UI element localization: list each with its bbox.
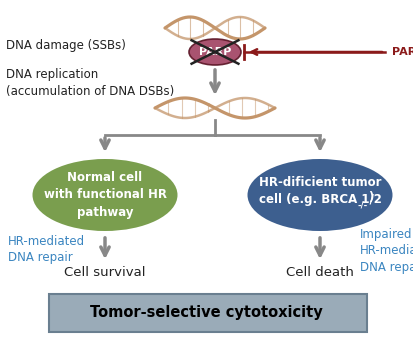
Text: Tomor-selective cytotoxicity: Tomor-selective cytotoxicity (90, 306, 323, 321)
Text: PARP inhibition: PARP inhibition (392, 47, 413, 57)
Text: -/-: -/- (358, 201, 368, 210)
Text: HR-mediated
DNA repair: HR-mediated DNA repair (8, 235, 85, 264)
Ellipse shape (33, 159, 178, 231)
Ellipse shape (189, 39, 241, 65)
Text: ): ) (368, 191, 373, 205)
Text: Impaired
HR-mediated
DNA repair: Impaired HR-mediated DNA repair (360, 228, 413, 274)
FancyBboxPatch shape (49, 294, 367, 332)
Text: Cell survival: Cell survival (64, 265, 146, 278)
Text: DNA damage (SSBs): DNA damage (SSBs) (6, 39, 126, 52)
Text: HR-dificient tumor
cell (e.g. BRCA 1/2: HR-dificient tumor cell (e.g. BRCA 1/2 (259, 176, 382, 206)
Ellipse shape (247, 159, 392, 231)
Text: PARP: PARP (199, 47, 231, 57)
Text: Cell death: Cell death (286, 265, 354, 278)
Text: Normal cell
with functional HR
pathway: Normal cell with functional HR pathway (43, 171, 166, 219)
Text: DNA replication
(accumulation of DNA DSBs): DNA replication (accumulation of DNA DSB… (6, 68, 174, 98)
